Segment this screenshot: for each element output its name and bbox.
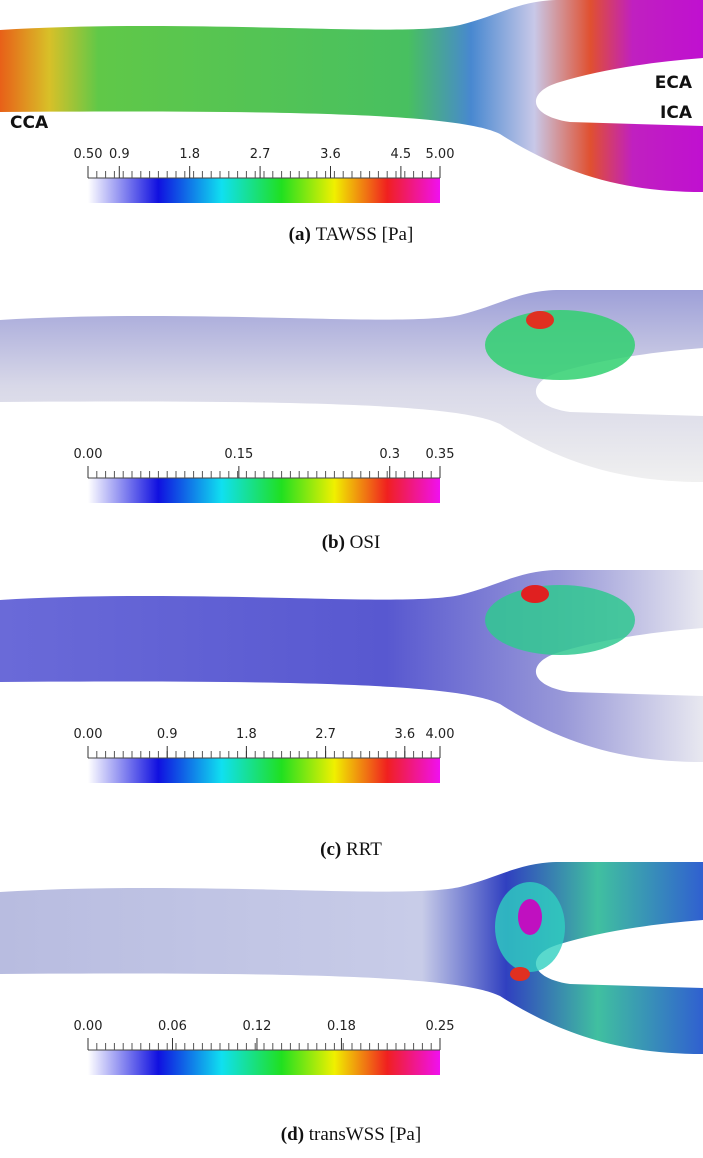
caption-text: OSI xyxy=(350,532,381,553)
caption-label: (a) xyxy=(289,224,311,245)
tick-label: 0.35 xyxy=(426,447,455,462)
tick-label: 5.00 xyxy=(426,147,455,162)
hotspot xyxy=(510,967,530,981)
tick-label: 4.5 xyxy=(391,147,412,162)
tick-label: 0.00 xyxy=(74,727,103,742)
tick-label: 1.8 xyxy=(236,727,257,742)
vessel-label: ECA xyxy=(655,73,693,93)
caption-text: TAWSS [Pa] xyxy=(316,224,414,245)
caption: (d) transWSS [Pa] xyxy=(281,1124,421,1145)
tick-label: 3.6 xyxy=(394,727,415,742)
colorbar xyxy=(88,178,440,203)
tick-label: 0.12 xyxy=(242,1019,271,1034)
tick-label: 0.15 xyxy=(224,447,253,462)
tick-label: 0.50 xyxy=(74,147,103,162)
tick-label: 0.00 xyxy=(74,447,103,462)
tick-label: 0.9 xyxy=(157,727,178,742)
tick-label: 0.18 xyxy=(327,1019,356,1034)
panel: CCA ECA ICA 0.50 0.9 1.8 2.7 3.6 4.5 5.00 xyxy=(0,0,703,203)
tick-label: 2.7 xyxy=(250,147,271,162)
tick-label: 1.8 xyxy=(179,147,200,162)
tick-label: 4.00 xyxy=(426,727,455,742)
tick-label: 0.06 xyxy=(158,1019,187,1034)
hotspot xyxy=(521,585,549,603)
caption-text: RRT xyxy=(346,839,382,860)
tick-label: 2.7 xyxy=(315,727,336,742)
colorbar xyxy=(88,758,440,783)
vessel-label: CCA xyxy=(10,113,49,133)
tick-label: 0.00 xyxy=(74,1019,103,1034)
panel: 0.00 0.9 1.8 2.7 3.6 4.00 xyxy=(0,570,703,783)
hotspot xyxy=(485,310,635,380)
caption-label: (b) xyxy=(322,532,345,553)
hotspot xyxy=(485,585,635,655)
tick-label: 3.6 xyxy=(320,147,341,162)
caption-text: transWSS [Pa] xyxy=(309,1124,421,1145)
tick-label: 0.9 xyxy=(109,147,130,162)
caption: (b) OSI xyxy=(322,532,381,553)
figure: CCA ECA ICA 0.50 0.9 1.8 2.7 3.6 4.5 5.00 (a) TAWS… xyxy=(0,0,703,1158)
tick-label: 0.25 xyxy=(426,1019,455,1034)
caption-label: (c) xyxy=(320,839,341,860)
caption: (a) TAWSS [Pa] xyxy=(289,224,414,245)
colorbar xyxy=(88,1050,440,1075)
panel: 0.00 0.06 0.12 0.18 0.25 xyxy=(0,862,703,1075)
hotspot xyxy=(526,311,554,329)
tick-label: 0.3 xyxy=(379,447,400,462)
panel: 0.00 0.15 0.3 0.35 xyxy=(0,290,703,503)
colorbar xyxy=(88,478,440,503)
vessel-label: ICA xyxy=(660,103,693,123)
vessel xyxy=(0,0,703,192)
hotspot xyxy=(518,899,542,935)
caption: (c) RRT xyxy=(320,839,382,860)
page: {"panels": [ {"label": "(a)", "caption":… xyxy=(0,0,703,1158)
caption-label: (d) xyxy=(281,1124,304,1145)
